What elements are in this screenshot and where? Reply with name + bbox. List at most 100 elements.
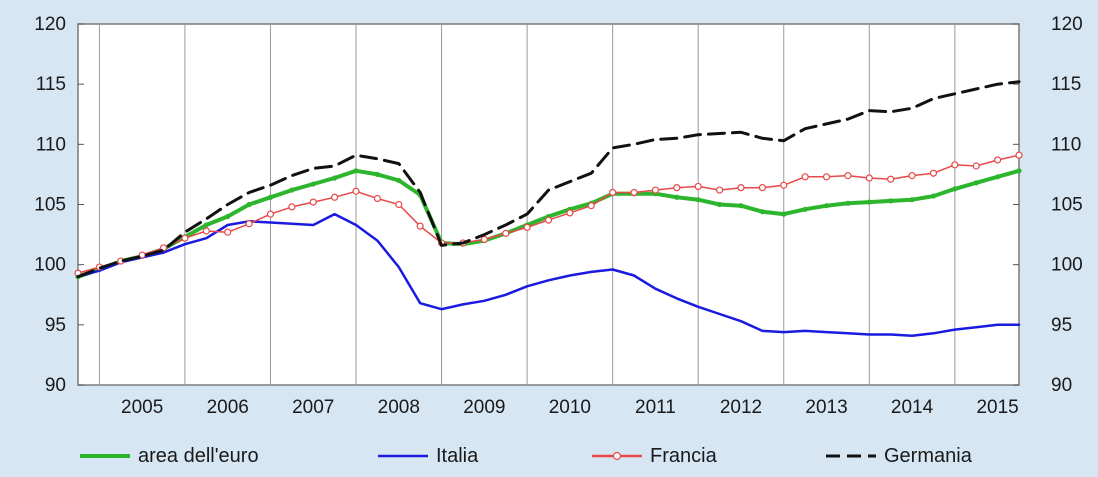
data-point — [972, 162, 980, 170]
data-point — [544, 216, 553, 224]
tick-labels: 90 90 95 95 100 100 105 105 110 110 115 115 120 120 20… — [34, 14, 1082, 418]
data-point — [952, 186, 958, 192]
plot-area — [77, 23, 1020, 386]
data-point — [866, 199, 872, 205]
x-tick-label: 2005 — [121, 397, 163, 418]
data-point — [587, 202, 595, 210]
legend-label: area dell'euro — [138, 445, 259, 467]
data-point — [845, 200, 851, 206]
data-point — [930, 193, 937, 199]
data-point — [203, 222, 209, 228]
data-point — [823, 203, 830, 209]
data-point — [373, 194, 382, 203]
x-tick-label: 2015 — [976, 397, 1018, 418]
legend-label: Italia — [436, 445, 479, 467]
data-point — [224, 228, 232, 236]
legend-label: Germania — [884, 445, 973, 467]
data-point — [674, 194, 680, 200]
data-point — [694, 182, 702, 191]
y-tick-label-left: 105 — [34, 195, 66, 216]
data-point — [908, 172, 916, 180]
data-point — [909, 197, 915, 203]
data-point — [738, 203, 744, 209]
data-point — [759, 209, 765, 215]
data-point — [758, 184, 766, 192]
data-point — [202, 227, 210, 235]
data-point — [416, 222, 424, 230]
data-point — [181, 234, 189, 242]
data-point — [245, 220, 253, 228]
x-tick-label: 2006 — [207, 397, 249, 418]
x-tick-label: 2007 — [292, 397, 334, 418]
data-point — [395, 200, 403, 209]
data-point — [502, 229, 510, 237]
y-tick-label-right: 115 — [1051, 74, 1081, 95]
y-tick-label-right: 110 — [1051, 134, 1081, 155]
data-point — [780, 181, 788, 189]
data-point — [353, 168, 359, 174]
y-tick-label-left: 120 — [34, 14, 66, 35]
legend-label: Francia — [650, 445, 718, 467]
grid-lines — [98, 24, 956, 385]
series-line-1 — [76, 212, 1021, 337]
y-tick-label-left: 100 — [34, 255, 66, 276]
data-point — [374, 171, 381, 178]
data-point — [844, 172, 852, 180]
x-tick-label: 2013 — [805, 397, 847, 418]
data-point — [630, 188, 638, 197]
data-point — [929, 169, 938, 177]
data-point — [995, 174, 1001, 180]
data-point — [566, 209, 574, 217]
data-point — [673, 184, 681, 192]
x-tick-label: 2011 — [635, 397, 676, 418]
data-point — [737, 184, 745, 192]
data-point — [716, 201, 723, 208]
data-point — [994, 156, 1002, 164]
data-point — [396, 177, 402, 184]
data-point — [695, 197, 701, 203]
y-tick-label-left: 115 — [36, 74, 66, 95]
data-point — [951, 161, 959, 169]
y-tick-label-right: 100 — [1051, 255, 1083, 276]
data-point — [523, 223, 531, 231]
data-point — [267, 194, 274, 200]
x-tick-label: 2014 — [891, 397, 934, 418]
data-point — [973, 180, 979, 186]
y-tick-label-left: 95 — [45, 315, 66, 336]
data-point — [801, 173, 809, 181]
y-tick-label-right: 105 — [1051, 195, 1083, 216]
data-point — [289, 187, 295, 193]
data-point — [1015, 151, 1023, 159]
data-point — [352, 187, 360, 195]
data-point — [331, 193, 339, 201]
legend-marker — [612, 451, 622, 461]
data-point — [225, 213, 231, 220]
data-point — [309, 198, 317, 206]
data-point — [310, 181, 316, 187]
x-tick-label: 2009 — [463, 397, 505, 418]
data-point — [888, 198, 894, 204]
data-point — [332, 175, 338, 181]
data-point — [246, 201, 252, 208]
y-tick-label-left: 110 — [36, 134, 66, 155]
series-line-3 — [76, 80, 1021, 279]
data-point — [715, 186, 724, 194]
data-point — [822, 173, 831, 181]
y-tick-label-right: 120 — [1051, 14, 1083, 35]
y-tick-label-right: 90 — [1051, 375, 1072, 396]
data-point — [781, 211, 787, 217]
y-tick-label-left: 90 — [45, 375, 66, 396]
data-point — [480, 235, 488, 243]
legend: area dell'euro Italia Francia Germania — [80, 445, 973, 467]
data-point — [1016, 168, 1022, 174]
data-point — [865, 174, 873, 182]
data-point — [266, 210, 275, 218]
data-point — [887, 175, 895, 183]
data-point — [651, 186, 660, 194]
series-lines — [74, 80, 1023, 337]
x-tick-label: 2012 — [720, 397, 762, 418]
data-point — [609, 188, 617, 197]
data-point — [802, 206, 808, 212]
